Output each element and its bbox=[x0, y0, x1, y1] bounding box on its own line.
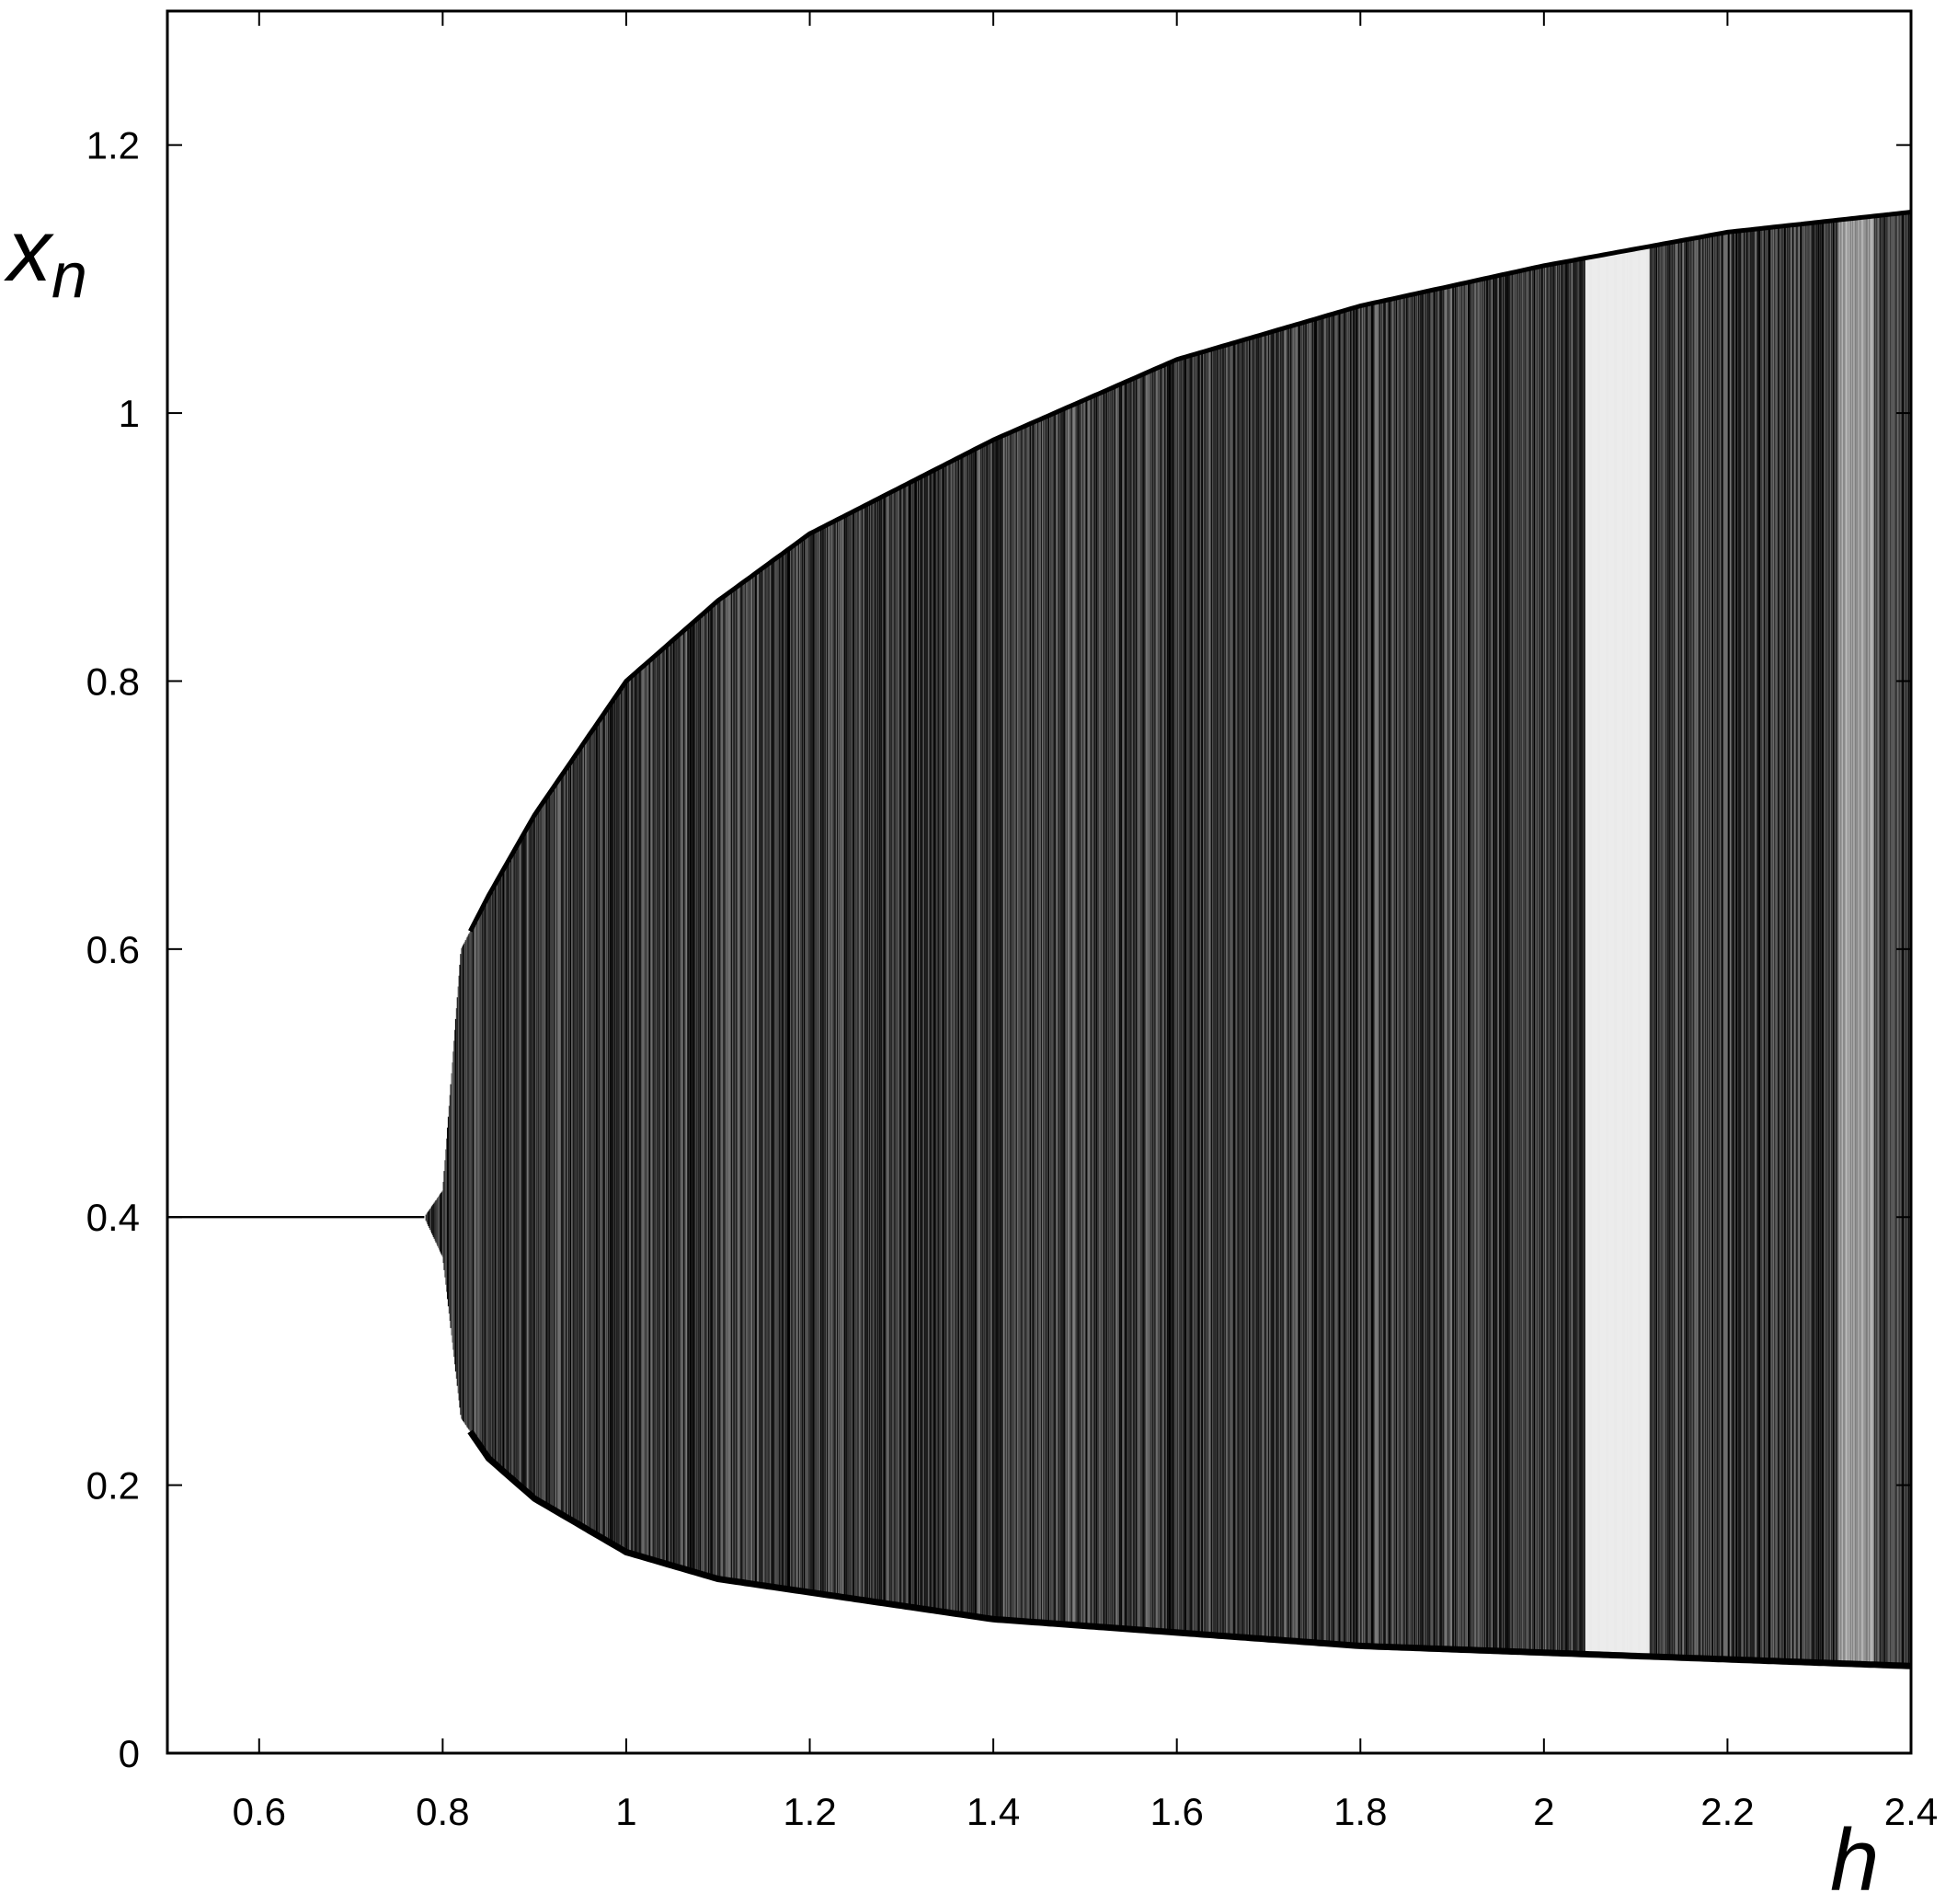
y-tick-label: 0.8 bbox=[86, 660, 140, 703]
x-tick-label: 2.2 bbox=[1700, 1790, 1754, 1833]
x-axis-ticks: 0.6 0.8 1 1.2 1.4 1.6 1.8 2 2.2 2.4 bbox=[233, 11, 1938, 1833]
data-layer bbox=[167, 210, 1911, 1669]
y-axis-title-subscript: n bbox=[52, 239, 87, 311]
attractor-lower-edge bbox=[467, 1429, 1911, 1669]
y-tick-label: 1 bbox=[119, 392, 140, 435]
y-tick-label: 0.2 bbox=[86, 1464, 140, 1508]
x-axis-title: h bbox=[1830, 1811, 1879, 1904]
x-tick-label: 0.6 bbox=[233, 1790, 286, 1833]
attractor-upper-edge bbox=[468, 210, 1911, 933]
y-axis-title: xn bbox=[4, 201, 87, 311]
x-tick-label: 2 bbox=[1533, 1790, 1554, 1833]
y-tick-label: 0.6 bbox=[86, 928, 140, 971]
y-axis-ticks: 0 0.2 0.4 0.6 0.8 1 1.2 bbox=[86, 124, 1911, 1775]
y-tick-label: 1.2 bbox=[86, 124, 140, 167]
x-tick-label: 2.4 bbox=[1884, 1790, 1938, 1833]
y-tick-label: 0 bbox=[119, 1732, 140, 1775]
x-tick-label: 1.8 bbox=[1333, 1790, 1387, 1833]
x-tick-label: 1 bbox=[615, 1790, 636, 1833]
y-axis-title-base: x bbox=[4, 201, 54, 300]
x-tick-label: 1.4 bbox=[967, 1790, 1020, 1833]
y-tick-label: 0.4 bbox=[86, 1196, 140, 1239]
plot-frame bbox=[166, 9, 1913, 1755]
x-tick-label: 1.6 bbox=[1150, 1790, 1203, 1833]
x-tick-label: 1.2 bbox=[783, 1790, 836, 1833]
x-tick-label: 0.8 bbox=[416, 1790, 469, 1833]
